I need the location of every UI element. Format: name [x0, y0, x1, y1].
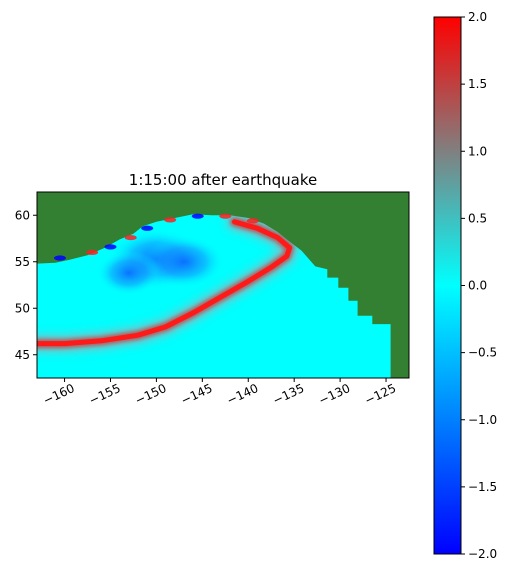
coastal-anomaly	[104, 244, 117, 250]
coastal-amplification	[53, 213, 259, 261]
coastal-anomaly	[219, 213, 232, 219]
colorbar-tick-label: 1.0	[468, 144, 487, 158]
x-tick-label: −135	[271, 381, 307, 408]
y-axis: 45 50 55 60	[15, 208, 37, 362]
x-tick-label: −155	[87, 381, 123, 408]
wave-field	[37, 213, 298, 352]
x-tick-label: −160	[41, 381, 77, 408]
y-tick-label: 50	[15, 301, 30, 315]
coastal-anomaly	[164, 217, 177, 223]
negative-anomaly	[96, 250, 161, 295]
x-axis: −160 −155 −150 −145 −140 −135 −130 −125	[41, 378, 398, 408]
wave-front	[37, 219, 293, 347]
map-area	[37, 192, 409, 378]
y-tick-label: 55	[15, 255, 30, 269]
x-tick-label: −145	[179, 381, 215, 408]
map-frame	[36, 191, 410, 379]
x-tick-label: −150	[133, 381, 169, 408]
colorbar-tick-label: −1.0	[468, 413, 497, 427]
negative-anomaly	[143, 235, 224, 288]
colorbar-tick-label: −0.5	[468, 346, 497, 360]
colorbar-ticks: −2.0 −1.5 −1.0 −0.5 0.0 0.5 1.0 1.5 2.0	[461, 10, 497, 561]
colorbar-tick-label: 0.0	[468, 279, 487, 293]
colorbar-tick-label: 0.5	[468, 211, 487, 225]
colorbar-tick-label: 1.5	[468, 77, 487, 91]
coastal-anomaly	[191, 213, 204, 219]
coastal-anomaly	[246, 218, 259, 224]
y-tick-label: 45	[15, 348, 30, 362]
colorbar-tick-label: −1.5	[468, 480, 497, 494]
coastal-anomaly	[124, 234, 137, 241]
coastal-anomaly	[86, 249, 99, 256]
coastal-anomaly	[141, 225, 154, 231]
land-mass	[37, 192, 409, 378]
x-tick-label: −130	[317, 381, 353, 408]
y-tick-label: 60	[15, 208, 30, 222]
colorbar: −2.0 −1.5 −1.0 −0.5 0.0 0.5 1.0 1.5 2.0	[433, 10, 497, 561]
chart-title: 1:15:00 after earthquake	[129, 171, 317, 189]
coastal-anomaly	[53, 255, 66, 261]
colorbar-bar	[433, 16, 462, 555]
x-tick-label: −140	[225, 381, 261, 408]
colorbar-tick-label: 2.0	[468, 10, 487, 24]
colorbar-tick-label: −2.0	[468, 547, 497, 561]
x-tick-label: −125	[362, 381, 398, 408]
